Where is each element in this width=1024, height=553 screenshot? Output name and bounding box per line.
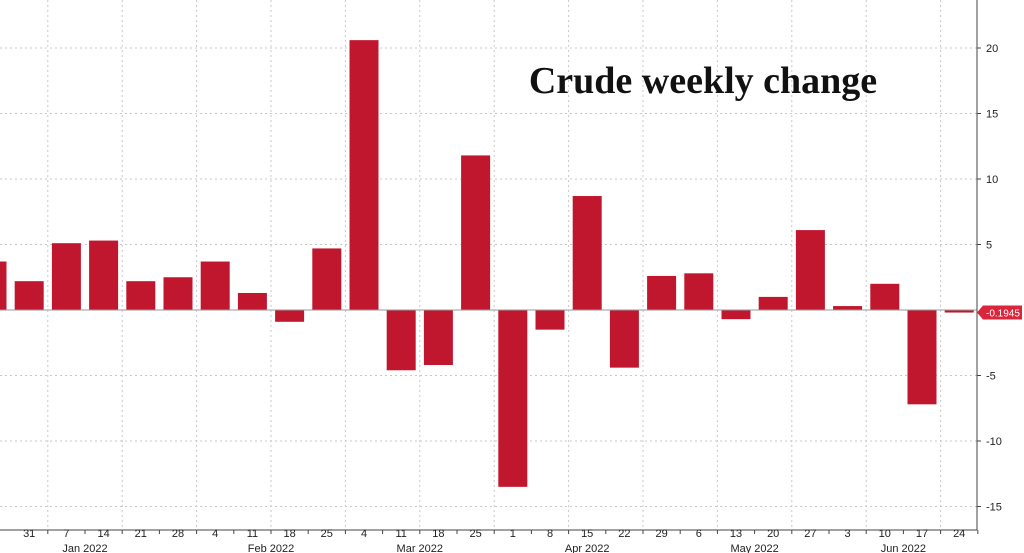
bar — [89, 240, 119, 310]
x-axis: 31 7 14 21 28 4 11 18 25 4 11 18 25 1 8 15 22 29 6 13 20 27 3 1… — [0, 528, 979, 553]
bar — [609, 310, 639, 368]
bar — [647, 275, 677, 310]
bar — [535, 310, 565, 330]
x-month-label: Mar 2022 — [397, 543, 443, 553]
bar — [349, 40, 379, 310]
x-month-label: Jun 2022 — [881, 543, 926, 553]
bar — [163, 277, 193, 310]
x-tick-label: 31 — [23, 528, 35, 540]
x-month-label: Feb 2022 — [248, 543, 294, 553]
bar — [944, 310, 974, 313]
bar — [461, 155, 491, 310]
gridlines — [0, 0, 977, 530]
x-tick-label: 25 — [469, 528, 481, 540]
x-month-label: Jan 2022 — [62, 543, 107, 553]
y-tick-label: 5 — [986, 240, 992, 252]
x-tick-label: 7 — [63, 528, 69, 540]
bar — [684, 273, 714, 310]
bars — [0, 40, 974, 487]
x-month-label: Apr 2022 — [565, 543, 610, 553]
bar — [386, 310, 416, 371]
x-tick-label: 4 — [361, 528, 367, 540]
bar — [795, 230, 825, 310]
x-tick-label: 11 — [247, 528, 258, 540]
x-tick-label: 10 — [879, 528, 891, 540]
x-tick-label: 21 — [135, 528, 147, 540]
x-tick-label: 25 — [321, 528, 333, 540]
x-tick-label: 15 — [581, 528, 593, 540]
bar — [498, 310, 528, 487]
x-tick-label: 3 — [845, 528, 851, 540]
chart-title: Crude weekly change — [529, 60, 877, 102]
last-value-label: -0.1945 — [986, 309, 1020, 320]
x-tick-label: 1 — [510, 528, 516, 540]
bar — [51, 243, 81, 310]
bar — [14, 281, 44, 310]
y-axis: 20 15 10 5 -5 -10 -15 -0.1945 — [976, 0, 1022, 530]
bar — [907, 310, 937, 405]
y-tick-label: 15 — [986, 109, 998, 121]
bar — [275, 310, 305, 322]
x-tick-label: 8 — [547, 528, 553, 540]
x-tick-label: 6 — [696, 528, 702, 540]
bar — [758, 296, 788, 310]
x-tick-label: 29 — [655, 528, 667, 540]
bar — [572, 196, 602, 310]
y-tick-label: 10 — [986, 174, 998, 186]
bar — [721, 310, 751, 320]
bar — [126, 281, 156, 310]
x-tick-label: 18 — [283, 528, 295, 540]
x-tick-label: 11 — [395, 528, 406, 540]
bar — [200, 261, 230, 310]
x-tick-label: 28 — [172, 528, 184, 540]
bar — [423, 310, 453, 366]
bar — [870, 283, 900, 310]
y-tick-label: -5 — [986, 371, 996, 383]
x-tick-label: 14 — [97, 528, 109, 540]
last-value-flag — [977, 305, 1022, 320]
x-tick-label: 20 — [767, 528, 779, 540]
x-tick-label: 13 — [730, 528, 742, 540]
y-tick-label: 20 — [986, 43, 998, 55]
bar — [833, 306, 863, 310]
x-tick-label: 18 — [432, 528, 444, 540]
bar — [0, 261, 7, 310]
x-tick-label: 17 — [916, 528, 928, 540]
bar — [312, 248, 342, 310]
x-tick-label: 27 — [804, 528, 816, 540]
x-tick-label: 22 — [618, 528, 630, 540]
y-tick-label: -10 — [986, 436, 1002, 448]
y-tick-label: -15 — [986, 502, 1002, 514]
x-tick-label: 24 — [953, 528, 965, 540]
x-month-label: May 2022 — [730, 543, 778, 553]
bar — [237, 292, 267, 310]
x-tick-label: 4 — [212, 528, 218, 540]
